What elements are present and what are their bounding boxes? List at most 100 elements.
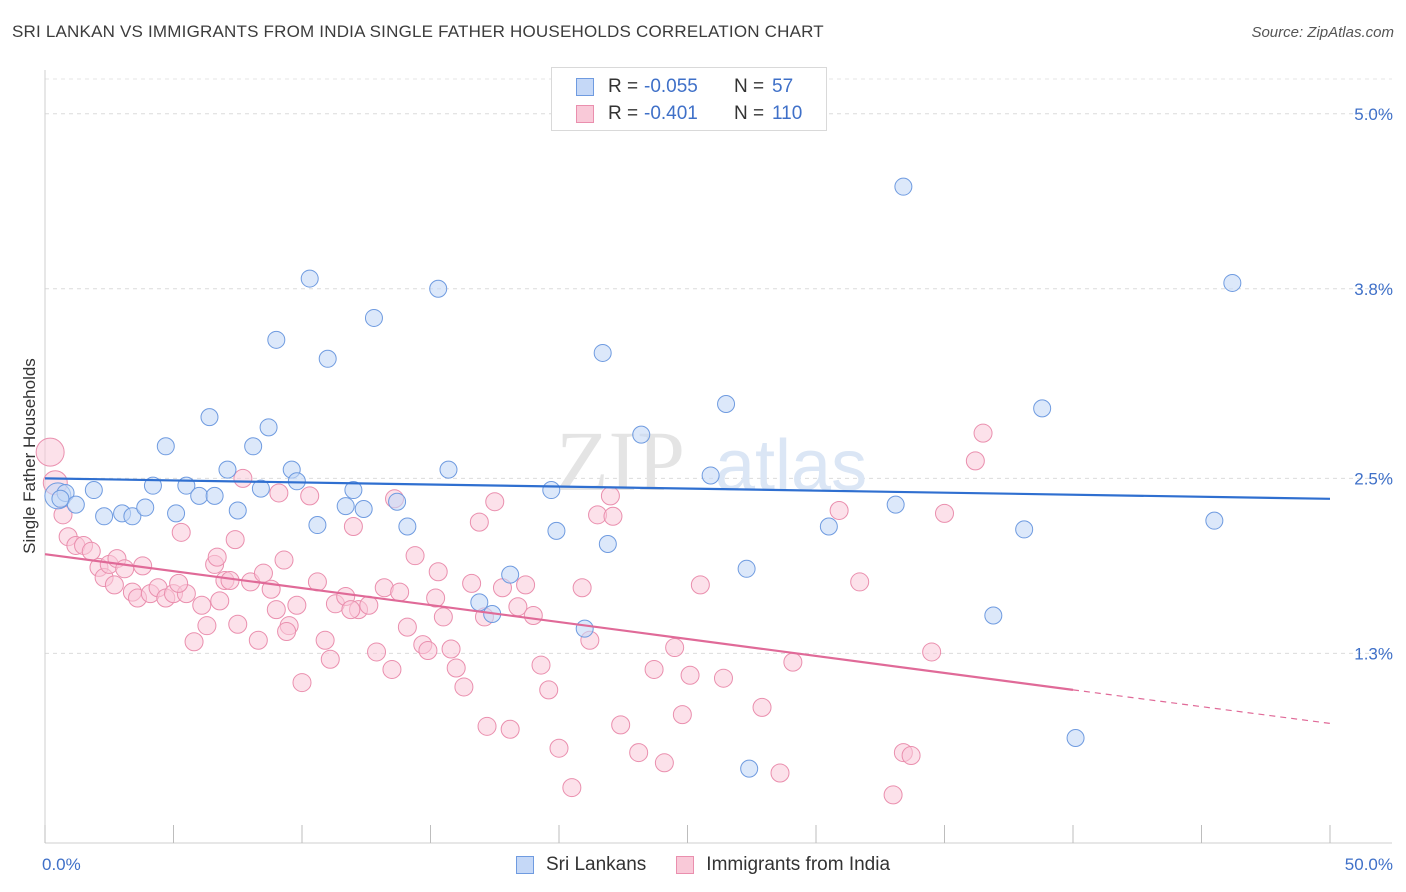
legend-item-sri-lankans[interactable]: Sri Lankans <box>515 854 646 876</box>
india-trend-line <box>44 553 1074 691</box>
sri-lankans-point <box>501 565 520 584</box>
sri-lankans-point <box>123 507 142 526</box>
india-point <box>665 638 685 658</box>
sri-lankans-point <box>429 279 448 298</box>
sri-lankans-point <box>1033 399 1052 418</box>
india-point <box>359 595 379 615</box>
india-point <box>935 503 954 523</box>
sri-lankans-trend-line <box>44 477 1331 500</box>
sri-lankans-point <box>51 489 70 508</box>
india-point <box>485 492 505 512</box>
india-point <box>171 522 191 542</box>
india-point <box>454 677 474 697</box>
n-value: 110 <box>772 103 803 124</box>
india-point <box>341 600 361 620</box>
sri-lankans-point <box>354 500 373 519</box>
y-tick-label-3: 5.0% <box>1354 105 1393 124</box>
india-point <box>469 512 489 532</box>
india-swatch <box>676 856 695 874</box>
stats-legend: R = -0.055 N = 57 R = -0.401 N = 110 <box>551 67 827 131</box>
trend-lines <box>44 477 1331 724</box>
india-point <box>81 541 101 561</box>
india-point <box>973 423 993 443</box>
india-point <box>228 614 248 634</box>
sri-lankans-swatch <box>515 856 534 874</box>
india-point <box>441 639 461 659</box>
india-point <box>713 668 733 688</box>
sri-lankans-point <box>336 497 355 516</box>
india-point <box>197 616 217 636</box>
sri-lankans-point <box>1066 728 1085 747</box>
sri-lankans-point <box>200 408 219 427</box>
watermark-atlas: atlas <box>715 426 867 506</box>
sri-lankans-point <box>717 394 736 413</box>
n-value: 57 <box>772 76 794 97</box>
sri-lankans-point <box>886 495 905 514</box>
india-point <box>600 486 620 506</box>
india-point <box>654 753 674 773</box>
sri-lankans-point <box>364 308 383 327</box>
sri-lankans-point <box>66 495 85 514</box>
y-tick-label-2: 3.8% <box>1354 280 1393 299</box>
india-point <box>248 630 268 650</box>
india-point <box>549 738 569 758</box>
sri-lankans-point <box>542 481 561 500</box>
india-point <box>192 595 212 615</box>
sri-lankans-point <box>84 481 103 500</box>
sri-lankans-point <box>143 476 162 495</box>
india-point <box>343 517 363 537</box>
immigrants-from-india-points <box>35 423 993 805</box>
y-axis-label: Single Father Households <box>20 358 39 554</box>
axis-ticks: 1.3% 2.5% 3.8% 5.0% <box>44 105 1393 843</box>
sri-lankans-point <box>701 466 720 485</box>
india-point <box>35 437 65 467</box>
watermark-zip: ZIP <box>556 413 685 509</box>
x-tick-label-min: 0.0% <box>42 855 81 874</box>
india-point <box>266 600 286 620</box>
india-point <box>611 715 631 735</box>
india-point <box>672 705 692 725</box>
sri-lankans-point <box>1223 273 1242 292</box>
legend-item-india[interactable]: Immigrants from India <box>676 854 890 876</box>
r-value: -0.401 <box>644 103 698 124</box>
sri-lankans-point <box>984 606 1003 625</box>
sri-lankans-point <box>344 481 363 500</box>
sri-lankans-point <box>244 437 263 456</box>
india-point <box>603 506 623 526</box>
india-point <box>207 547 227 567</box>
india-point <box>629 743 649 763</box>
chart-title: SRI LANKAN VS IMMIGRANTS FROM INDIA SING… <box>12 22 824 41</box>
india-point <box>300 486 320 506</box>
stats-legend-row-india: R = -0.401 N = 110 <box>576 101 802 127</box>
sri-lankans-point <box>259 418 278 437</box>
india-point <box>277 622 297 642</box>
y-tick-label-1: 2.5% <box>1354 469 1393 488</box>
sri-lankans-point <box>547 521 566 540</box>
sri-lankans-point <box>819 517 838 536</box>
n-label: N = <box>734 103 765 124</box>
india-point <box>274 550 294 570</box>
india-point <box>752 697 772 717</box>
india-point <box>523 605 543 625</box>
sri-lankans-point <box>308 516 327 535</box>
india-point <box>426 588 446 608</box>
india-point <box>397 617 417 637</box>
sri-lankans-point <box>267 330 286 349</box>
x-tick-label-max: 50.0% <box>1345 855 1393 874</box>
source-label: Source: ZipAtlas.com <box>1251 24 1394 41</box>
india-point <box>418 640 438 660</box>
india-point <box>462 573 482 593</box>
india-point <box>320 649 340 669</box>
legend-label-india: Immigrants from India <box>706 854 891 875</box>
sri-lankans-point <box>598 535 617 554</box>
sri-lankans-point <box>398 517 417 536</box>
sri-lankans-point <box>251 479 270 498</box>
sri-lankans-point <box>1205 511 1224 530</box>
india-point <box>367 642 387 662</box>
sri-lankans-point <box>300 269 319 288</box>
india-point <box>169 573 189 593</box>
india-swatch <box>576 105 594 123</box>
y-tick-label-0: 1.3% <box>1354 644 1393 663</box>
india-point <box>850 572 870 592</box>
sri-lankans-point <box>228 501 247 520</box>
